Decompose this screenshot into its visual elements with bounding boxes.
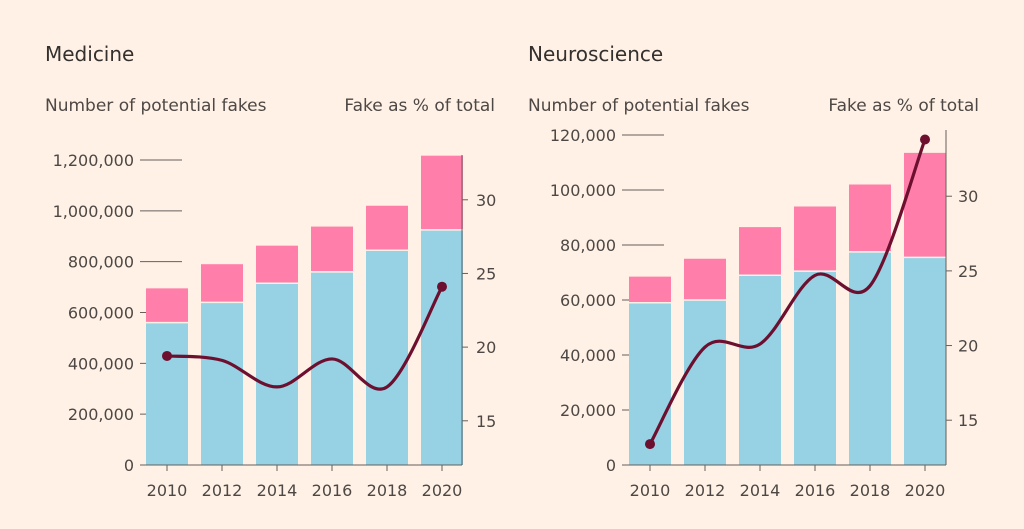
medicine-left-tick-label: 400,000 [68, 354, 134, 373]
medicine-bar-lower-2012 [201, 302, 243, 465]
medicine-panel: Medicine Number of potential fakes Fake … [45, 42, 496, 500]
medicine-bar-lower-2014 [256, 283, 298, 465]
medicine-right-tick-label: 25 [476, 264, 496, 283]
medicine-right-tick-label: 30 [476, 191, 496, 210]
medicine-pct-line-path [166, 285, 444, 391]
medicine-right-tick-label: 15 [476, 412, 496, 431]
medicine-left-tick-label: 1,200,000 [53, 151, 134, 170]
medicine-right-ticks: 15 20 25 30 [462, 191, 496, 431]
medicine-pct-point-2020 [437, 281, 447, 292]
medicine-bar-upper-2014 [256, 245, 298, 284]
neuroscience-left-tick-label: 100,000 [550, 181, 616, 200]
neuroscience-bar-upper-2014 [739, 227, 781, 276]
neuroscience-bar-upper-2012 [684, 258, 726, 300]
neuroscience-pct-point-2010 [645, 439, 655, 450]
medicine-bar-lower-2016 [311, 271, 353, 465]
medicine-x-tick-label: 2014 [257, 481, 298, 500]
neuroscience-x-tick-label: 2014 [740, 481, 781, 500]
neuroscience-right-tick-label: 15 [958, 411, 978, 430]
neuroscience-bar-upper-2010 [629, 276, 671, 303]
neuroscience-bar-lower-2016 [794, 271, 836, 465]
neuroscience-pct-line-path [648, 138, 927, 445]
medicine-x-tick-label: 2020 [422, 481, 463, 500]
neuroscience-right-tick-label: 25 [958, 262, 978, 281]
neuroscience-right-tick-label: 30 [958, 187, 978, 206]
neuroscience-right-ticks: 15 20 25 30 [946, 187, 978, 430]
medicine-left-tick-label: 1,000,000 [53, 202, 134, 221]
neuroscience-pct-point-2020 [920, 134, 930, 145]
medicine-bar-upper-2020 [421, 155, 463, 230]
neuroscience-left-tick-label: 60,000 [560, 291, 616, 310]
neuroscience-left-tick-label: 0 [606, 456, 616, 475]
neuroscience-bar-upper-2016 [794, 206, 836, 272]
medicine-left-tick-label: 600,000 [68, 304, 134, 323]
neuroscience-x-tick-label: 2012 [685, 481, 726, 500]
medicine-left-ticks: 0 200,000 400,000 600,000 800,000 1,000,000 1,… [53, 151, 134, 475]
medicine-x-tick-label: 2018 [367, 481, 408, 500]
neuroscience-x-tick-label: 2016 [795, 481, 836, 500]
neuroscience-pct-line [645, 134, 930, 450]
medicine-title: Medicine [45, 42, 134, 66]
neuroscience-title: Neuroscience [528, 42, 663, 66]
medicine-right-axis-label: Fake as % of total [344, 96, 495, 116]
medicine-bar-lower-2010 [146, 322, 188, 465]
neuroscience-bar-lower-2014 [739, 275, 781, 465]
neuroscience-bar-upper-2020 [904, 152, 946, 258]
neuroscience-x-tick-label: 2020 [905, 481, 946, 500]
medicine-bar-lower-2018 [366, 250, 408, 465]
medicine-bar-upper-2012 [201, 264, 243, 303]
medicine-x-tick-label: 2012 [202, 481, 243, 500]
neuroscience-bar-lower-2020 [904, 257, 946, 465]
medicine-pct-point-2010 [162, 350, 172, 361]
neuroscience-panel: Neuroscience Number of potential fakes F… [528, 42, 979, 500]
neuroscience-bar-lower-2010 [629, 302, 671, 465]
medicine-bar-upper-2018 [366, 205, 408, 251]
neuroscience-x-tick-label: 2010 [630, 481, 671, 500]
neuroscience-bars [629, 152, 946, 465]
neuroscience-right-tick-label: 20 [958, 337, 978, 356]
neuroscience-bar-upper-2018 [849, 184, 891, 252]
neuroscience-left-tick-label: 40,000 [560, 346, 616, 365]
neuroscience-left-tick-label: 120,000 [550, 126, 616, 145]
medicine-bars [146, 155, 463, 465]
medicine-left-tick-label: 800,000 [68, 253, 134, 272]
medicine-bar-upper-2010 [146, 288, 188, 323]
neuroscience-left-tick-label: 80,000 [560, 236, 616, 255]
medicine-x-ticks: 2010 2012 2014 2016 2018 2020 [147, 465, 463, 500]
neuroscience-left-tick-label: 20,000 [560, 401, 616, 420]
neuroscience-left-ticks: 0 20,000 40,000 60,000 80,000 100,000 120,000 [550, 126, 616, 475]
medicine-bar-upper-2016 [311, 226, 353, 272]
medicine-left-tick-label: 200,000 [68, 405, 134, 424]
medicine-bar-lower-2020 [421, 229, 463, 465]
medicine-pct-line [162, 281, 447, 391]
medicine-x-tick-label: 2010 [147, 481, 188, 500]
neuroscience-left-axis-label: Number of potential fakes [528, 96, 750, 116]
medicine-left-axis-label: Number of potential fakes [45, 96, 267, 116]
neuroscience-right-axis-label: Fake as % of total [828, 96, 979, 116]
medicine-x-tick-label: 2016 [312, 481, 353, 500]
medicine-left-tick-label: 0 [124, 456, 134, 475]
neuroscience-bar-lower-2012 [684, 300, 726, 465]
neuroscience-x-tick-label: 2018 [850, 481, 891, 500]
neuroscience-x-ticks: 2010 2012 2014 2016 2018 2020 [630, 465, 946, 500]
medicine-right-tick-label: 20 [476, 338, 496, 357]
